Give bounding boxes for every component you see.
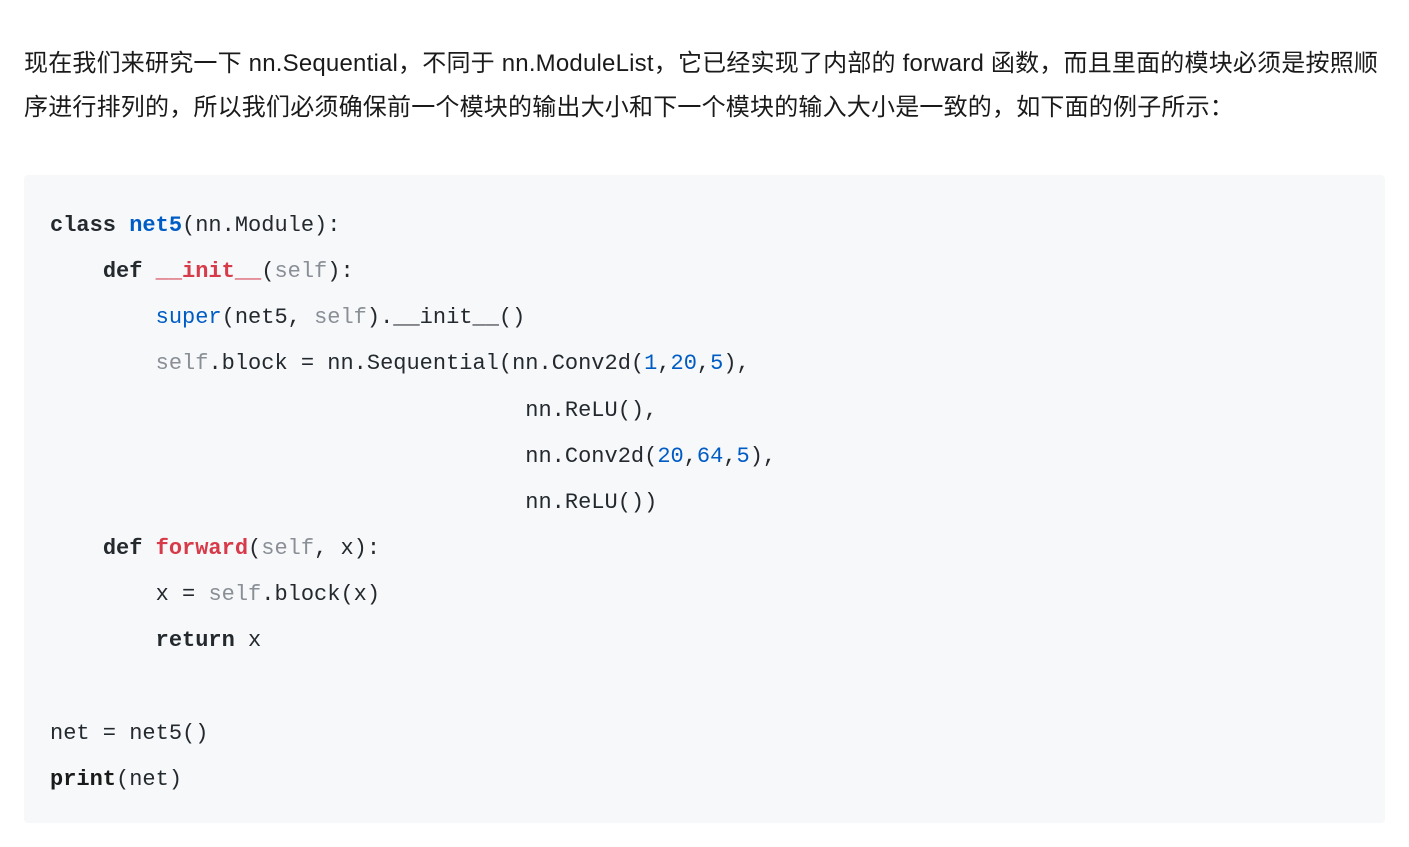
code-token-def: __init__ bbox=[156, 259, 262, 284]
code-token: , x): bbox=[314, 536, 380, 561]
code-token: ), bbox=[723, 351, 749, 376]
code-token-num: 20 bbox=[657, 444, 683, 469]
code-token-fn: print bbox=[50, 767, 116, 792]
code-token bbox=[50, 628, 156, 653]
code-token-num: 20 bbox=[671, 351, 697, 376]
code-token: .block = nn.Sequential(nn.Conv2d( bbox=[208, 351, 644, 376]
code-block: class net5(nn.Module): def __init__(self… bbox=[24, 175, 1385, 823]
code-token-num: 5 bbox=[710, 351, 723, 376]
code-token: ( bbox=[248, 536, 261, 561]
code-token: .block(x) bbox=[261, 582, 380, 607]
code-token bbox=[50, 536, 103, 561]
code-token: (net) bbox=[116, 767, 182, 792]
code-token: nn.ReLU()) bbox=[50, 490, 657, 515]
code-token-kw: return bbox=[156, 628, 235, 653]
code-token-num: 64 bbox=[697, 444, 723, 469]
code-token: , bbox=[723, 444, 736, 469]
code-token bbox=[50, 351, 156, 376]
code-token-num: 5 bbox=[737, 444, 750, 469]
code-token: net = net5() bbox=[50, 721, 208, 746]
code-token-self: self bbox=[274, 259, 327, 284]
article-section: 现在我们来研究一下 nn.Sequential，不同于 nn.ModuleLis… bbox=[0, 0, 1409, 847]
code-token: ), bbox=[750, 444, 776, 469]
code-token-def: forward bbox=[156, 536, 248, 561]
code-token-self: self bbox=[314, 305, 367, 330]
code-token: , bbox=[697, 351, 710, 376]
paragraph-intro: 现在我们来研究一下 nn.Sequential，不同于 nn.ModuleLis… bbox=[24, 42, 1385, 131]
code-token: (nn.Module): bbox=[182, 213, 340, 238]
code-token-self: self bbox=[208, 582, 261, 607]
code-token: ).__init__() bbox=[367, 305, 525, 330]
code-token: (net5, bbox=[222, 305, 314, 330]
code-token: ): bbox=[327, 259, 353, 284]
code-token: nn.ReLU(), bbox=[50, 398, 657, 423]
code-token-kw: def bbox=[103, 259, 156, 284]
code-token-num: 1 bbox=[644, 351, 657, 376]
code-token: nn.Conv2d( bbox=[50, 444, 657, 469]
code-token: x = bbox=[50, 582, 208, 607]
code-token: , bbox=[657, 351, 670, 376]
code-token: , bbox=[684, 444, 697, 469]
code-token-cls: net5 bbox=[129, 213, 182, 238]
code-token-builtin: super bbox=[156, 305, 222, 330]
code-token bbox=[50, 305, 156, 330]
code-token-kw: def bbox=[103, 536, 156, 561]
code-token-self: self bbox=[261, 536, 314, 561]
code-token bbox=[50, 259, 103, 284]
code-token: ( bbox=[261, 259, 274, 284]
code-token-self: self bbox=[156, 351, 209, 376]
code-token: x bbox=[235, 628, 261, 653]
code-token-kw: class bbox=[50, 213, 129, 238]
